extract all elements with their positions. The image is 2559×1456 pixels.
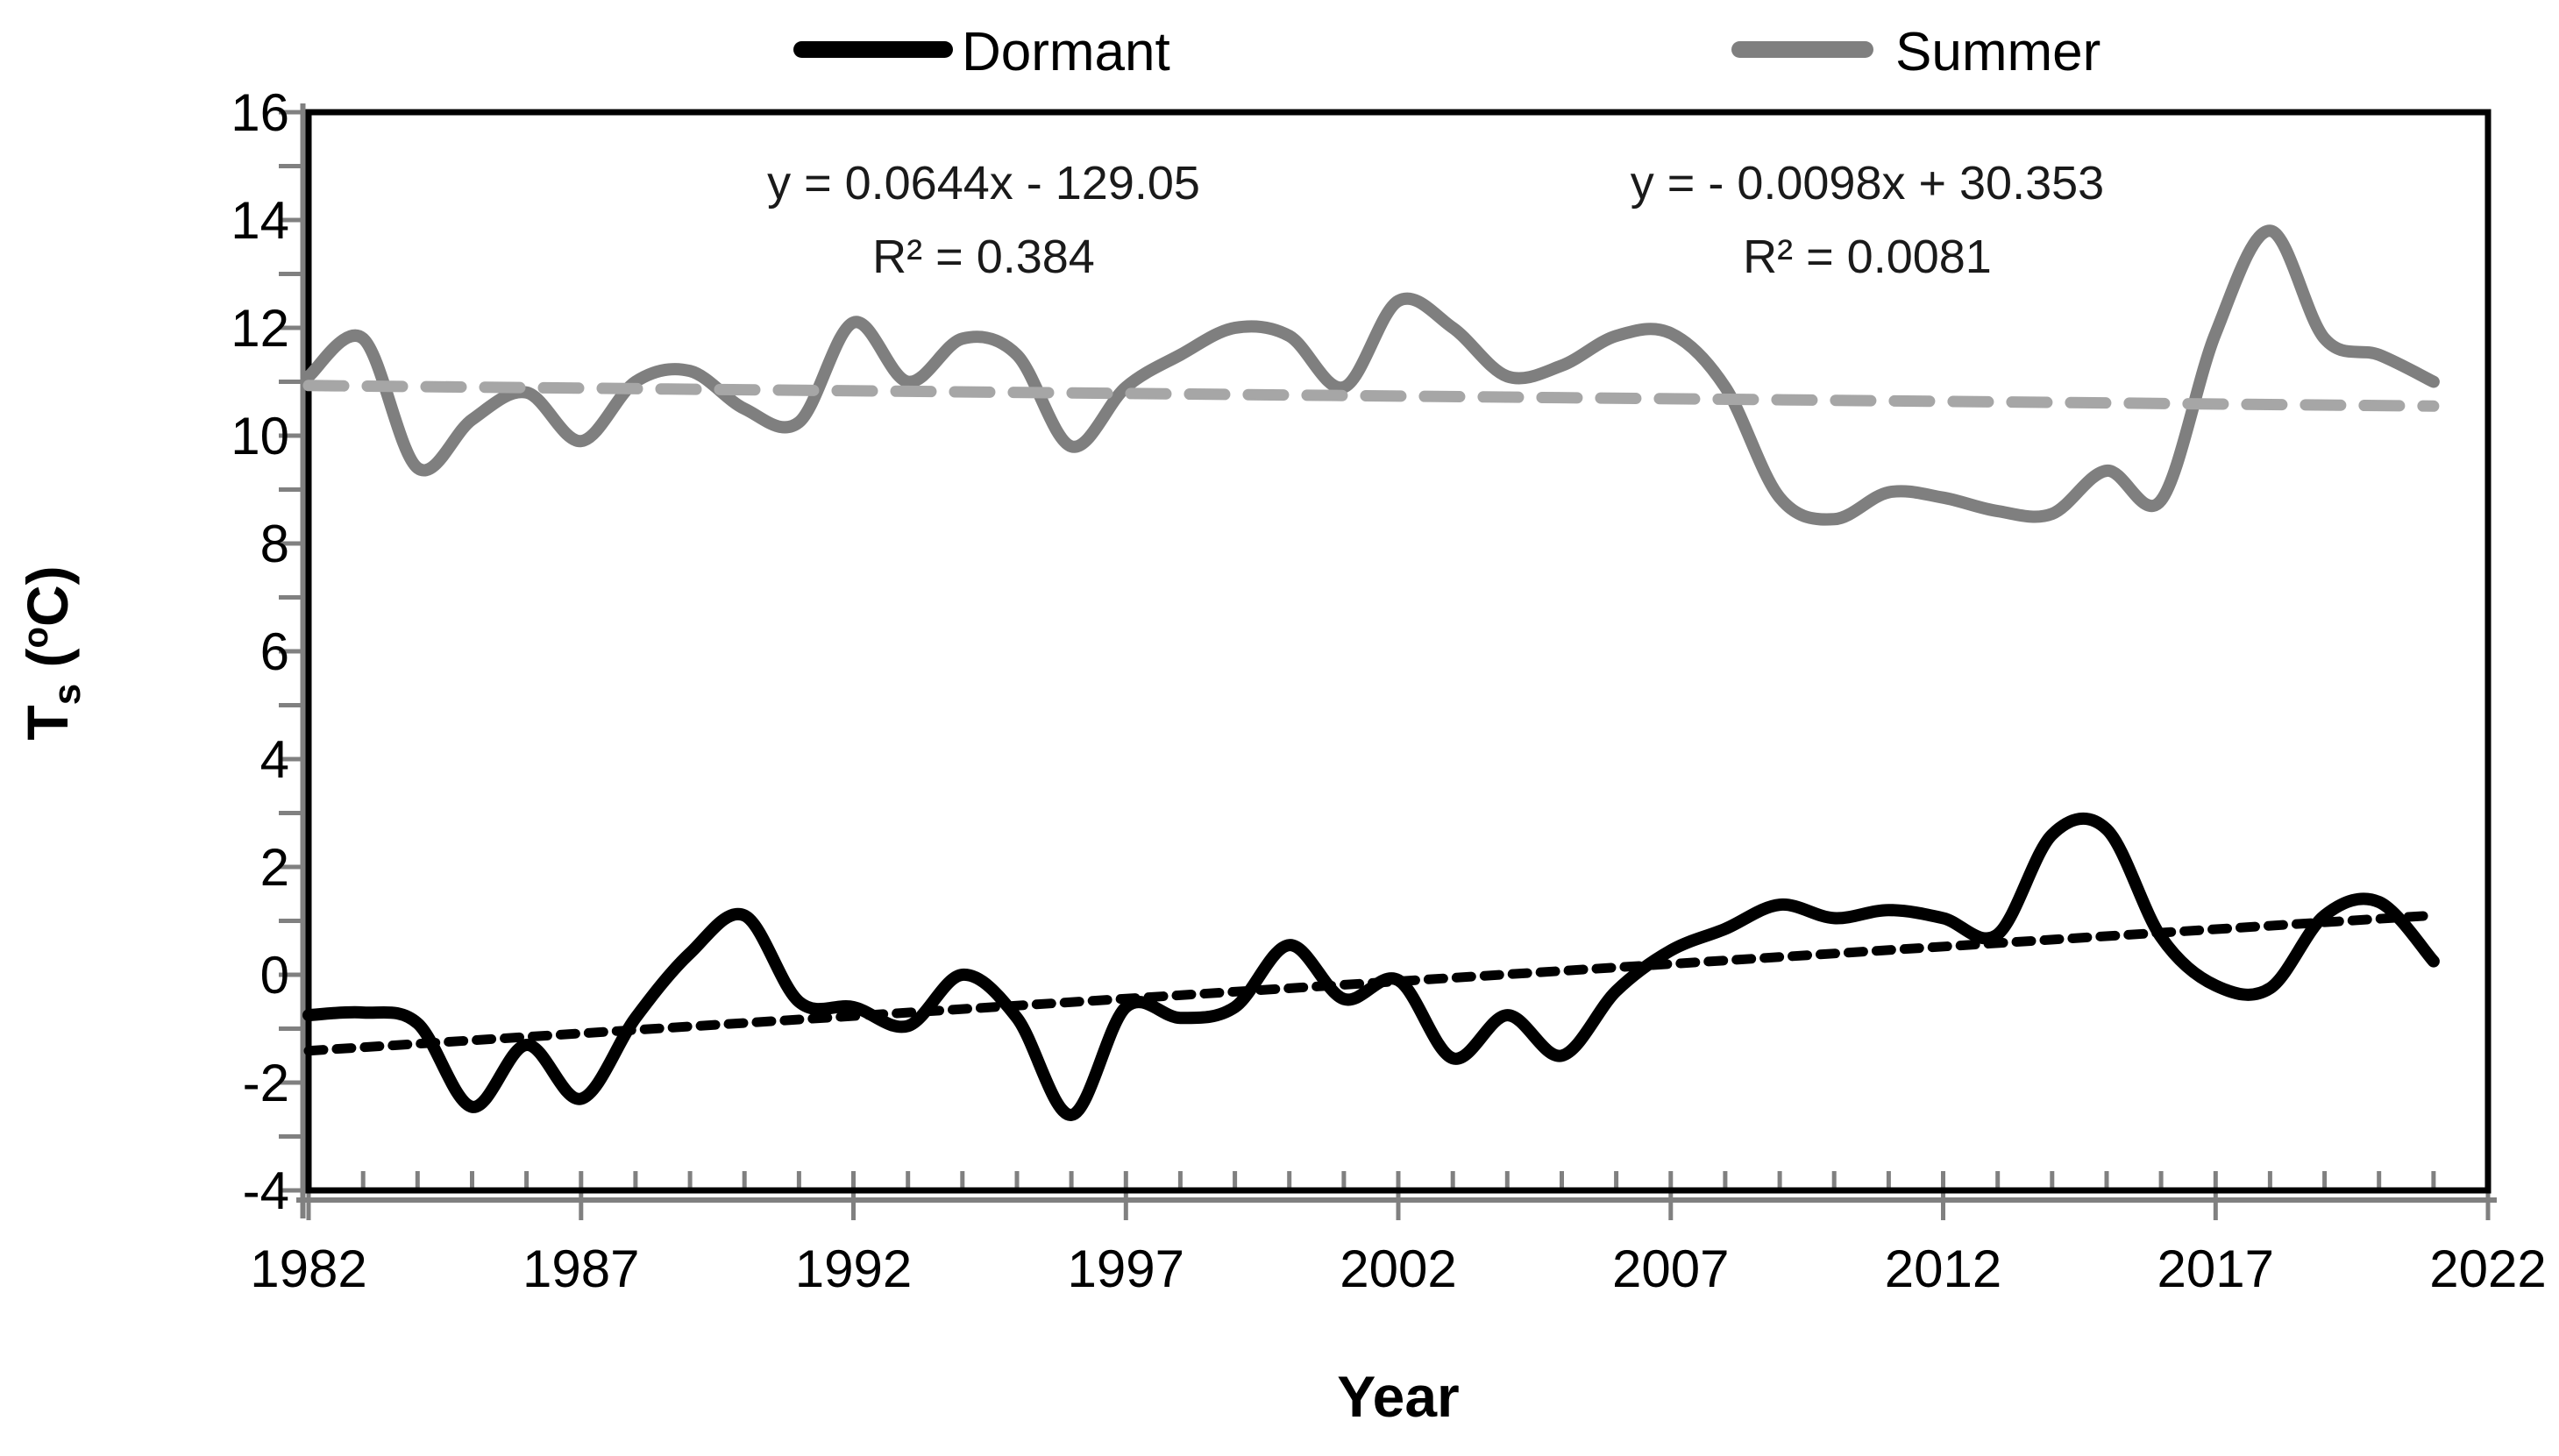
y-axis-title-sup: o (17, 627, 55, 649)
y-tick-label: -2 (243, 1054, 289, 1112)
legend-label-summer: Summer (1895, 22, 2101, 82)
y-tick-label: 8 (260, 515, 289, 573)
summer-r-squared: R² = 0.0081 (1743, 230, 1992, 283)
x-axis-title: Year (1337, 1364, 1460, 1429)
x-tick-label: 1997 (1068, 1239, 1184, 1298)
x-tick-label: 2012 (1885, 1239, 2001, 1298)
x-tick-label: 1987 (522, 1239, 639, 1298)
x-tick-label: 2022 (2429, 1239, 2546, 1298)
y-axis-title-end: C) (15, 565, 80, 628)
series-line-summer (302, 224, 2440, 526)
trendline-summer (302, 380, 2440, 412)
y-axis-title-base: T (15, 705, 80, 741)
y-tick-label: 10 (231, 407, 289, 465)
plot-frame (305, 109, 2491, 1194)
x-tick-label: 1982 (250, 1239, 366, 1298)
y-tick-label: 6 (260, 622, 289, 681)
x-tick-label: 2007 (1612, 1239, 1729, 1298)
y-tick-label: 4 (260, 730, 289, 789)
legend-swatch-dormant (793, 41, 953, 58)
y-tick-label: 0 (260, 946, 289, 1005)
dormant-equation: y = 0.0644x - 129.05 (767, 157, 1200, 210)
y-axis-title-sub: s (46, 683, 89, 706)
summer-trendline-annotation: y = - 0.0098x + 30.353 R² = 0.0081 (1569, 147, 2165, 294)
y-axis-title: Ts (oC) (14, 513, 95, 793)
x-tick-label: 1992 (795, 1239, 912, 1298)
legend-label-dormant: Dormant (962, 22, 1170, 82)
dormant-r-squared: R² = 0.384 (872, 230, 1095, 283)
y-tick-label: 14 (231, 191, 289, 250)
trendline-dormant (303, 910, 2439, 1056)
dormant-trendline-annotation: y = 0.0644x - 129.05 R² = 0.384 (686, 147, 1282, 294)
y-tick-label: 12 (231, 299, 289, 358)
series-line-dormant (302, 812, 2440, 1121)
y-tick-label: -4 (243, 1161, 289, 1220)
y-axis-title-mid: ( (15, 648, 80, 684)
y-tick-label: 16 (231, 83, 289, 142)
summer-equation: y = - 0.0098x + 30.353 (1630, 157, 2105, 210)
x-tick-label: 2017 (2157, 1239, 2274, 1298)
x-tick-label: 2002 (1340, 1239, 1456, 1298)
y-tick-label: 2 (260, 838, 289, 897)
legend-swatch-summer (1731, 41, 1873, 58)
